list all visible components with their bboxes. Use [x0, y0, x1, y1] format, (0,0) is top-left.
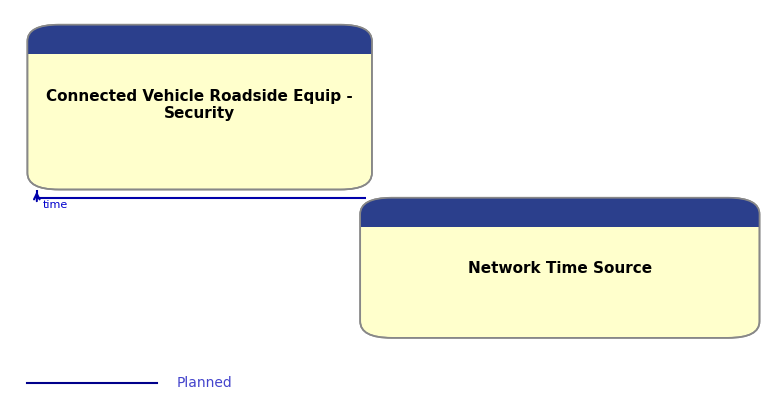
FancyBboxPatch shape	[360, 198, 760, 227]
Text: Connected Vehicle Roadside Equip -
Security: Connected Vehicle Roadside Equip - Secur…	[46, 89, 353, 122]
Text: Planned: Planned	[176, 376, 232, 390]
FancyBboxPatch shape	[360, 198, 760, 338]
Bar	[360, 211, 760, 227]
Bar	[27, 38, 372, 54]
Text: time: time	[43, 200, 68, 210]
FancyBboxPatch shape	[27, 25, 372, 54]
FancyBboxPatch shape	[27, 25, 372, 190]
Text: Network Time Source: Network Time Source	[467, 261, 652, 276]
